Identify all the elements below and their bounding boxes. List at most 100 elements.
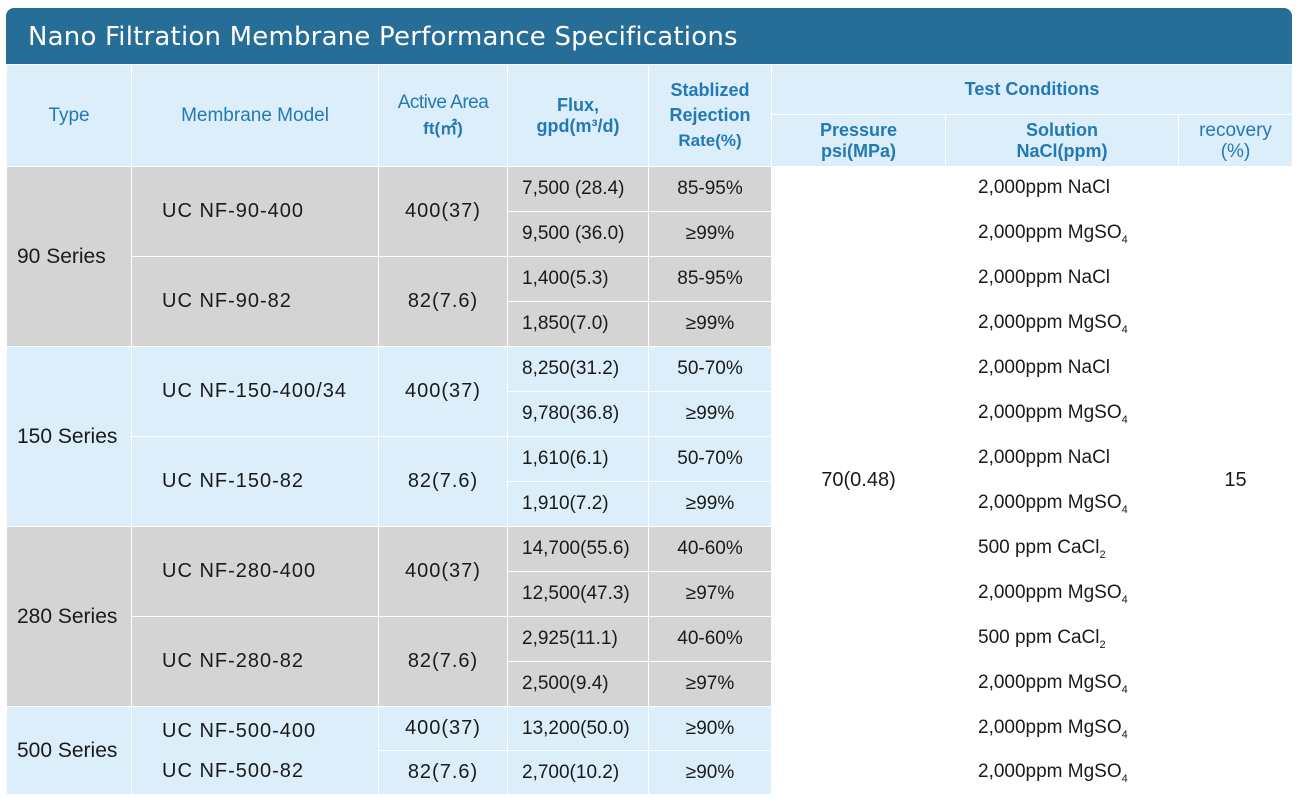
flux-cell: 2,700(10.2) (507, 750, 649, 795)
model-name: UC NF-500-82 (162, 759, 305, 782)
flux-cell: 9,500 (36.0) (507, 211, 649, 257)
solution-subscript: 4 (1121, 772, 1128, 785)
title-bar: Nano Filtration Membrane Performance Spe… (6, 8, 1292, 64)
solution-cell: 2,000ppm NaCl (945, 256, 1179, 302)
solution-subscript: 4 (1121, 323, 1128, 336)
solution-cell: 2,000ppm MgSO4 (945, 750, 1179, 795)
model-cell: UC NF-150-82 (131, 436, 379, 527)
header-type: Type (6, 64, 132, 167)
solution-cell: 2,000ppm MgSO4 (945, 571, 1179, 617)
flux-cell: 8,250(31.2) (507, 346, 649, 392)
header-rate-line3: Rate(%) (678, 131, 742, 150)
solution-text: 2,000ppm MgSO (978, 312, 1122, 334)
header-pressure: Pressure psi(MPa) (771, 114, 946, 167)
rate-cell: ≥99% (648, 211, 772, 257)
solution-text: 2,000ppm MgSO (978, 760, 1122, 782)
table-row: 2,500(9.4) ≥97% 2,000ppm MgSO4 (7, 661, 1293, 707)
solution-subscript: 4 (1121, 503, 1128, 516)
solution-text: 2,000ppm MgSO (978, 582, 1122, 604)
table-row: 82(7.6) 2,700(10.2) ≥90% 2,000ppm MgSO4 (7, 750, 1293, 795)
flux-cell: 7,500 (28.4) (507, 166, 649, 212)
rate-cell: 50-70% (648, 346, 772, 392)
header-rate: Stablized Rejection Rate(%) (648, 64, 772, 167)
rate-cell: 85-95% (648, 166, 772, 212)
solution-cell: 2,000ppm NaCl (945, 346, 1179, 392)
header-pressure-line2: psi(MPa) (820, 140, 896, 161)
solution-subscript: 4 (1121, 233, 1128, 246)
series-cell: 280 Series (6, 526, 132, 707)
solution-cell: 2,000ppm MgSO4 (945, 706, 1179, 751)
solution-text: 2,000ppm NaCl (978, 357, 1111, 379)
solution-subscript: 4 (1121, 593, 1128, 606)
header-area-label: Active Area (397, 92, 489, 113)
header-area-unit: ft(㎡) (423, 119, 463, 138)
area-cell: 400(37) (378, 166, 508, 257)
table-row: 150 Series UC NF-150-400/34 400(37) 8,25… (6, 346, 1293, 527)
flux-cell: 14,700(55.6) (507, 526, 649, 572)
header-solution-line2: NaCl(ppm) (1016, 140, 1108, 161)
header-solution-line1: Solution (1026, 119, 1098, 140)
pressure-value: 70(0.48) (771, 166, 946, 795)
header-rate-line2: Rejection (669, 105, 751, 125)
spec-table: Type Membrane Model Active Area ft(㎡) Fl… (6, 64, 1294, 795)
solution-cell: 2,000ppm MgSO4 (945, 301, 1179, 347)
solution-cell: 500 ppm CaCl2 (945, 526, 1179, 572)
solution-cell: 2,000ppm NaCl (945, 166, 1179, 212)
rate-cell: ≥90% (648, 750, 772, 795)
header-recovery: recovery (%) (1177, 114, 1294, 167)
rate-cell: ≥97% (648, 571, 772, 617)
rate-cell: ≥99% (648, 481, 772, 527)
rate-cell: 40-60% (648, 526, 772, 572)
area-cell: 400(37) (378, 526, 508, 617)
flux-cell: 13,200(50.0) (507, 706, 649, 751)
series-cell: 500 Series (6, 706, 132, 795)
solution-subscript: 4 (1121, 413, 1128, 426)
rate-cell: ≥99% (648, 301, 772, 347)
solution-text: 2,000ppm NaCl (978, 177, 1111, 199)
solution-text: 500 ppm CaCl (978, 537, 1100, 559)
flux-cell: 1,400(5.3) (507, 256, 649, 302)
solution-text: 2,000ppm MgSO (978, 716, 1122, 738)
flux-cell: 12,500(47.3) (507, 571, 649, 617)
page-title: Nano Filtration Membrane Performance Spe… (28, 22, 738, 52)
table-row: 90 Series UC NF-90-400 400(37) 7,500 (28… (6, 166, 1294, 795)
header-flux: Flux, gpd(m³/d) (507, 64, 649, 167)
rate-cell: 40-60% (648, 616, 772, 662)
header-area: Active Area ft(㎡) (378, 64, 508, 167)
header-solution: Solution NaCl(ppm) (945, 114, 1179, 167)
solution-text: 500 ppm CaCl (978, 627, 1100, 649)
solution-subscript: 4 (1121, 683, 1128, 696)
rate-cell: 85-95% (648, 256, 772, 302)
solution-subscript: 2 (1099, 638, 1106, 651)
flux-cell: 9,780(36.8) (507, 391, 649, 437)
area-cell: 82(7.6) (378, 750, 508, 795)
recovery-value: 15 (1177, 166, 1294, 795)
table-row: 1,850(7.0) ≥99% 2,000ppm MgSO4 (7, 301, 1293, 347)
table-row: 9,500 (36.0) ≥99% 2,000ppm MgSO4 (7, 211, 1293, 257)
table-row: 500 Series UC NF-500-400 UC NF-500-82 40… (6, 706, 1293, 795)
flux-cell: 2,500(9.4) (507, 661, 649, 707)
solution-cell: 2,000ppm MgSO4 (945, 661, 1179, 707)
model-cell: UC NF-280-82 (131, 616, 379, 707)
header-model: Membrane Model (131, 64, 379, 167)
solution-subscript: 2 (1099, 548, 1106, 561)
area-cell: 82(7.6) (378, 436, 508, 527)
model-cell: UC NF-500-400 UC NF-500-82 (131, 706, 379, 795)
model-cell: UC NF-150-400/34 (131, 346, 379, 437)
table-row: UC NF-90-82 82(7.6) 1,400(5.3) 85-95% 2,… (7, 256, 1293, 347)
solution-cell: 2,000ppm MgSO4 (945, 391, 1179, 437)
solution-cell: 500 ppm CaCl2 (945, 616, 1179, 662)
header-flux-label: Flux, (556, 94, 599, 115)
flux-cell: 1,610(6.1) (507, 436, 649, 482)
table-row: UC NF-150-82 82(7.6) 1,610(6.1) 50-70% 2… (7, 436, 1293, 527)
table-row: 280 Series UC NF-280-400 400(37) 14,700(… (6, 526, 1293, 707)
model-cell: UC NF-90-82 (131, 256, 379, 347)
flux-cell: 1,910(7.2) (507, 481, 649, 527)
solution-cell: 2,000ppm NaCl (945, 436, 1179, 482)
table-row: UC NF-280-82 82(7.6) 2,925(11.1) 40-60% … (7, 616, 1293, 707)
header-pressure-line1: Pressure (819, 119, 898, 140)
solution-text: 2,000ppm NaCl (978, 447, 1111, 469)
header-recovery-line1: recovery (1199, 119, 1272, 141)
header-rate-line1: Stablized (670, 80, 750, 100)
rate-cell: ≥99% (648, 391, 772, 437)
